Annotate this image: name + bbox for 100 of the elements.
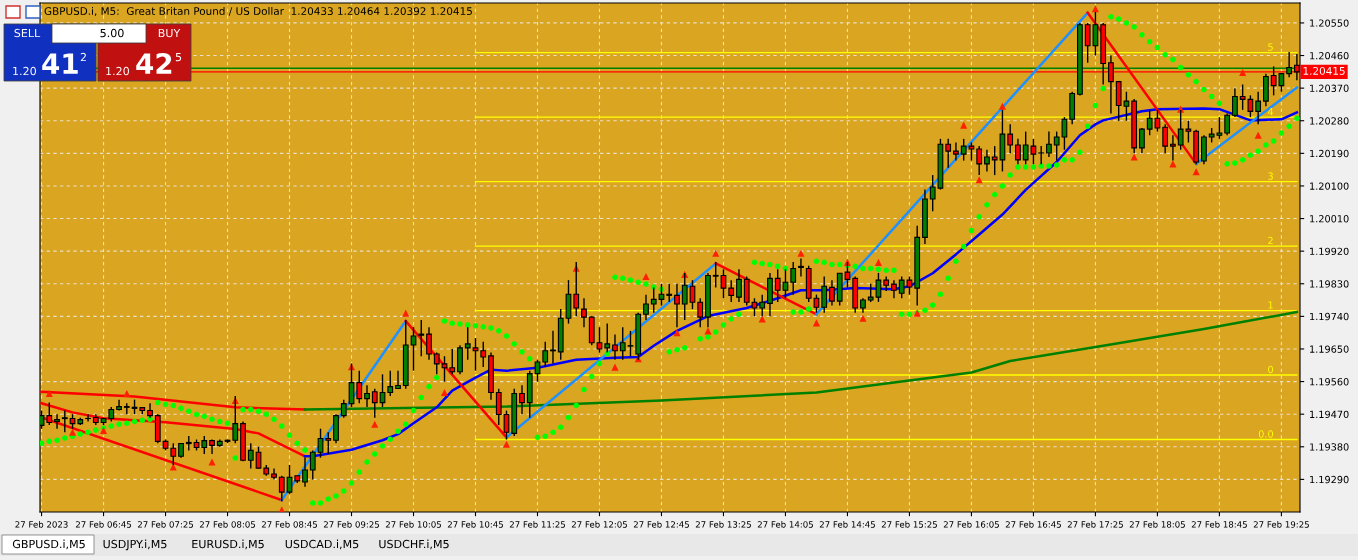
candlestick: [798, 257, 804, 278]
point: [960, 121, 968, 129]
annotation: BUY: [158, 28, 181, 38]
text: 1.20: [13, 66, 36, 76]
y-tick-label: 1.20100: [1310, 182, 1349, 190]
candlestick: [356, 370, 363, 405]
text: USDCHF.i,M5: [379, 539, 449, 550]
annotation: 1.20: [106, 66, 129, 76]
point: [402, 309, 410, 317]
x-tick-label: 27 Feb 19:25: [1253, 521, 1309, 528]
candlestick: [1232, 87, 1238, 118]
ref-line-label: 1.20415: [1303, 66, 1345, 75]
point: [45, 389, 53, 398]
series-label: 0.0: [1258, 430, 1274, 438]
point: [712, 249, 720, 257]
x-tick-label: 27 Feb 14:45: [819, 521, 875, 528]
candlestick: [953, 141, 959, 162]
annotation: 2: [80, 52, 86, 62]
candlestick: [829, 279, 835, 307]
candlestick: [1046, 130, 1052, 158]
candlestick: [790, 261, 797, 296]
candlestick: [85, 413, 91, 423]
text: EURUSD.i,M5: [192, 539, 264, 550]
candlestick: [247, 442, 254, 470]
candlestick: [643, 293, 649, 321]
x-tick-label: 27 Feb 15:25: [881, 521, 937, 528]
x-tick-label: 27 Feb 12:05: [571, 521, 627, 528]
candlestick: [418, 319, 425, 357]
candlestick: [728, 279, 735, 303]
point: [1091, 5, 1099, 13]
y-tick-label: 1.19560: [1310, 378, 1349, 386]
candlestick: [116, 398, 122, 412]
candlestick: [325, 431, 332, 455]
candlestick: [387, 370, 394, 397]
point: [440, 388, 449, 396]
y-tick-label: 1.19740: [1310, 312, 1349, 321]
candlestick: [1007, 123, 1014, 155]
point: [859, 314, 867, 322]
annotation: 5.00: [100, 28, 124, 38]
text: USDCAD.i,M5: [285, 539, 359, 550]
point: [208, 458, 216, 466]
x-tick-label: 27 Feb 10:45: [447, 521, 503, 528]
x-tick-label: 27 Feb 17:25: [1067, 521, 1123, 528]
candlestick: [604, 322, 611, 354]
x-tick-label: 27 Feb 12:45: [633, 521, 689, 528]
candlestick: [495, 388, 502, 426]
candlestick: [480, 341, 487, 368]
point: [673, 329, 681, 337]
point: [704, 327, 712, 335]
point: [642, 272, 650, 281]
x-tick-label: 27 Feb 14:05: [757, 521, 813, 528]
candlestick: [364, 384, 370, 408]
point: [812, 319, 820, 327]
x-tick-label: 27 Feb 08:45: [261, 521, 318, 528]
annotation: 42: [136, 53, 172, 74]
x-tick-label: 27 Feb 2023: [15, 521, 68, 528]
candlestick: [976, 145, 983, 176]
candlestick: [736, 268, 742, 303]
candlestick: [1015, 138, 1021, 165]
y-tick-label: 1.19290: [1310, 475, 1349, 484]
series-label: 1: [1268, 301, 1273, 309]
x-tick-label: 27 Feb 16:05: [943, 521, 999, 528]
x-tick-label: 27 Feb 07:25: [137, 521, 194, 528]
y-tick-label: 1.19650: [1310, 345, 1349, 353]
point: [1254, 131, 1262, 139]
point: [1177, 105, 1185, 113]
candlestick: [1201, 134, 1207, 165]
candlestick: [395, 370, 401, 390]
candlestick: [309, 449, 316, 481]
y-tick-label: 1.20190: [1310, 149, 1349, 158]
candlestick: [1162, 123, 1169, 155]
annotation: SELL: [14, 28, 41, 38]
x-tick-label: 27 Feb 18:05: [1129, 521, 1185, 528]
x-tick-label: 27 Feb 11:25: [509, 521, 565, 528]
y-tick-label: 1.19380: [1310, 443, 1349, 451]
x-tick-label: 27 Feb 06:45: [75, 521, 132, 528]
annotation: 41: [42, 53, 78, 74]
series-label: 0: [1268, 365, 1274, 374]
candlestick: [1139, 127, 1145, 155]
y-tick-label: 1.20460: [1310, 52, 1349, 60]
candlestick: [519, 384, 525, 415]
candlestick: [61, 409, 68, 433]
y-tick-label: 1.20370: [1310, 84, 1349, 92]
point: [998, 102, 1006, 110]
candlestick: [697, 297, 704, 328]
y-tick-label: 1.19470: [1310, 410, 1349, 419]
y-tick-label: 1.20550: [1310, 19, 1349, 27]
candlestick: [54, 413, 60, 430]
series-label: 4: [1267, 108, 1274, 116]
candlestick: [1255, 91, 1262, 126]
point: [611, 363, 619, 371]
candlestick: [821, 275, 828, 314]
x-tick-label: 27 Feb 09:25: [323, 521, 380, 528]
candlestick: [666, 283, 673, 303]
candlestick: [596, 326, 603, 354]
line-series: [40, 390, 307, 411]
y-tick-label: 1.20280: [1310, 117, 1349, 125]
line-series: [40, 402, 307, 458]
candlestick: [371, 388, 378, 419]
candlestick: [542, 341, 549, 368]
